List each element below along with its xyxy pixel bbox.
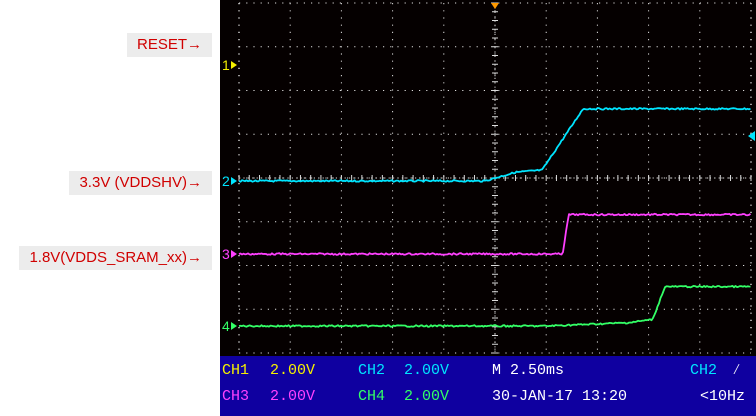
ch2-marker: 2 [222, 173, 230, 189]
ch3-marker: 3 [222, 246, 230, 262]
trigger-level-icon [748, 131, 755, 141]
ch2-scale: 2.00V [404, 362, 450, 379]
ch1-label: CH1 [222, 362, 250, 379]
vdds-sram-callout: 1.8V(VDDS_SRAM_xx)→ [19, 246, 212, 270]
ch4-marker-arrow-icon [231, 322, 237, 330]
ch4-label: CH4 [358, 388, 386, 405]
timebase-readout: M 2.50ms [492, 362, 565, 379]
status-row-top: CH1 2.00V CH2 2.00V M 2.50ms CH2 ∕ [220, 359, 756, 383]
ch3-label: CH3 [222, 388, 250, 405]
channel-marker-layer: 1 2 3 4 [222, 3, 755, 334]
ch4-scale: 2.00V [404, 388, 450, 405]
status-row-bottom: CH3 2.00V CH4 2.00V 30-JAN-17 13:20 <10H… [220, 385, 756, 409]
ch1-marker-arrow-icon [231, 61, 237, 69]
trigger-slope-icon: ∕ [732, 362, 742, 379]
ch2-marker-arrow-icon [231, 177, 237, 185]
reset-callout: RESET→ [126, 33, 212, 57]
waveform-ch3 [238, 212, 752, 256]
ch3-scale: 2.00V [270, 388, 316, 405]
waveform-display: 1 2 3 4 [222, 2, 755, 354]
vddshv-callout: 3.3V (VDDSHV)→ [69, 171, 212, 195]
ch1-scale: 2.00V [270, 362, 316, 379]
waveform-layer [238, 107, 752, 328]
trigger-source: CH2 [690, 362, 718, 379]
trigger-position-icon [491, 3, 499, 9]
status-bar: CH1 2.00V CH2 2.00V M 2.50ms CH2 ∕ CH3 2… [220, 356, 756, 416]
ch1-marker: 1 [222, 57, 230, 73]
oscilloscope-screen: 1 2 3 4 CH1 2.00V CH2 2.00V M 2.50ms CH2 ∕ … [220, 0, 756, 416]
ch2-label: CH2 [358, 362, 386, 379]
ch4-marker: 4 [222, 318, 230, 334]
date-time-readout: 30-JAN-17 13:20 [492, 388, 628, 405]
ch3-marker-arrow-icon [231, 250, 237, 258]
waveform-ch2 [238, 107, 751, 183]
callout-panel: RESET→ 3.3V (VDDSHV)→ 1.8V(VDDS_SRAM_xx)… [0, 0, 220, 416]
trigger-frequency: <10Hz [700, 388, 746, 405]
waveform-ch4 [238, 285, 751, 328]
